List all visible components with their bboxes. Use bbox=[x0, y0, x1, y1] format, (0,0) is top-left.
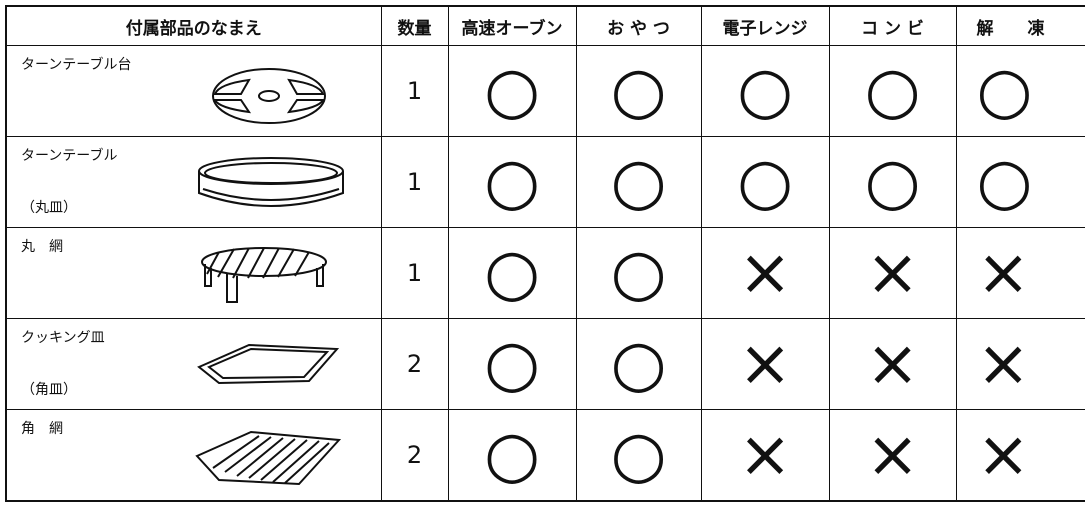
mark: ○ bbox=[828, 136, 957, 228]
quantity: 1 bbox=[380, 45, 449, 137]
mark: × bbox=[700, 409, 830, 502]
mark: ○ bbox=[447, 45, 577, 137]
mark: ○ bbox=[447, 227, 577, 319]
mark: × bbox=[955, 227, 1085, 319]
row: ターンテーブル台 1 ○ ○ ○ ○ ○ bbox=[5, 45, 1085, 137]
part-name: 角 網 bbox=[21, 421, 63, 437]
part-name: ターンテーブル bbox=[21, 148, 118, 164]
mark: ○ bbox=[447, 409, 577, 502]
mark: × bbox=[828, 318, 957, 410]
part-name: 丸 網 bbox=[21, 239, 63, 255]
part-name: クッキング皿 bbox=[21, 330, 105, 346]
mark: ○ bbox=[700, 45, 830, 137]
row: 角 網 2 ○ ○ × × × bbox=[5, 409, 1085, 502]
illustration bbox=[212, 68, 326, 124]
mark: ○ bbox=[575, 409, 702, 502]
name-cell: 角 網 bbox=[5, 409, 382, 502]
mark: ○ bbox=[700, 136, 830, 228]
mark: ○ bbox=[955, 136, 1085, 228]
mark: × bbox=[955, 318, 1085, 410]
quantity: 1 bbox=[380, 136, 449, 228]
mark: ○ bbox=[447, 318, 577, 410]
illustration bbox=[197, 343, 340, 385]
name-cell: クッキング皿 （角皿） bbox=[5, 318, 382, 410]
header-cell: 付属部品のなまえ bbox=[5, 5, 382, 46]
mark: × bbox=[828, 409, 957, 502]
row: 丸 網 1 ○ ○ × × × bbox=[5, 227, 1085, 319]
header-cell: お や つ bbox=[575, 5, 702, 46]
mark: × bbox=[700, 227, 830, 319]
part-name: ターンテーブル台 bbox=[21, 57, 132, 73]
mark: ○ bbox=[575, 136, 702, 228]
header-cell: コ ン ビ bbox=[828, 5, 957, 46]
mark: ○ bbox=[955, 45, 1085, 137]
part-name: （丸皿） bbox=[21, 200, 77, 216]
quantity: 2 bbox=[380, 409, 449, 502]
mark: ○ bbox=[575, 227, 702, 319]
mark: ○ bbox=[575, 318, 702, 410]
row: クッキング皿 （角皿） 2 ○ ○ × × × bbox=[5, 318, 1085, 410]
quantity: 2 bbox=[380, 318, 449, 410]
illustration bbox=[195, 430, 342, 486]
name-cell: ターンテーブル台 bbox=[5, 45, 382, 137]
parts-table: 付属部品のなまえ 数量 高速オーブン お や つ 電子レンジ コ ン ビ 解 凍… bbox=[5, 5, 1085, 502]
row: ターンテーブル （丸皿） 1 ○ ○ ○ ○ ○ bbox=[5, 136, 1085, 228]
illustration bbox=[198, 157, 344, 207]
name-cell: 丸 網 bbox=[5, 227, 382, 319]
header-row: 付属部品のなまえ 数量 高速オーブン お や つ 電子レンジ コ ン ビ 解 凍 bbox=[5, 5, 1085, 46]
mark: ○ bbox=[447, 136, 577, 228]
mark: ○ bbox=[828, 45, 957, 137]
table-wrap: 付属部品のなまえ 数量 高速オーブン お や つ 電子レンジ コ ン ビ 解 凍… bbox=[5, 5, 1085, 507]
part-name: （角皿） bbox=[21, 382, 77, 398]
header-cell: 解 凍 bbox=[955, 5, 1085, 46]
header-cell: 電子レンジ bbox=[700, 5, 830, 46]
mark: × bbox=[955, 409, 1085, 502]
mark: ○ bbox=[575, 45, 702, 137]
header-cell: 高速オーブン bbox=[447, 5, 577, 46]
mark: × bbox=[828, 227, 957, 319]
quantity: 1 bbox=[380, 227, 449, 319]
illustration bbox=[201, 247, 327, 303]
header-cell: 数量 bbox=[380, 5, 449, 46]
name-cell: ターンテーブル （丸皿） bbox=[5, 136, 382, 228]
mark: × bbox=[700, 318, 830, 410]
